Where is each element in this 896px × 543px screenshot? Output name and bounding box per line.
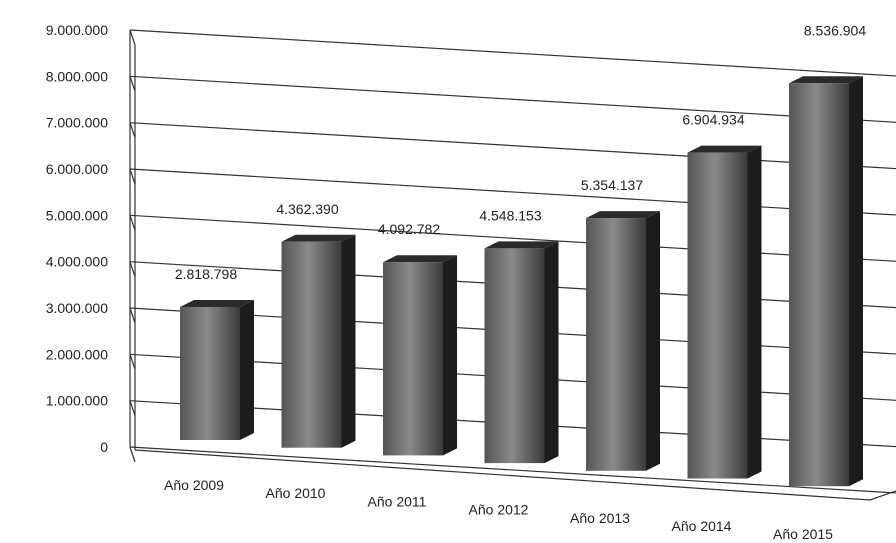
gridline-depth	[129, 215, 136, 231]
data-labels: 2.818.798 4.362.390 4.092.782 4.548.153 5.35…	[175, 22, 866, 282]
gridline-depth	[129, 168, 136, 185]
bar	[180, 299, 254, 440]
data-label: 4.362.390	[276, 201, 338, 217]
data-label: 4.092.782	[378, 221, 440, 237]
y-tick-label: 9.000.000	[46, 22, 108, 38]
bar	[687, 145, 762, 479]
x-axis-line	[134, 449, 896, 501]
data-label: 6.904.934	[682, 112, 744, 128]
gridline-depth	[129, 76, 136, 92]
y-tick-label: 8.000.000	[46, 68, 108, 84]
x-tick-label: Año 2015	[773, 526, 833, 542]
gridline-depth	[129, 446, 136, 463]
data-label: 8.536.904	[804, 22, 866, 38]
x-tick-label: Año 2013	[570, 510, 630, 526]
x-axis: Año 2009 Año 2010 Año 2011 Año 2012 Año 2013…	[164, 477, 833, 542]
x-tick-label: Año 2012	[469, 502, 529, 518]
data-label: 5.354.137	[581, 177, 643, 193]
y-tick-label: 7.000.000	[46, 115, 108, 131]
gridline-depth	[129, 29, 136, 46]
bar	[484, 241, 559, 464]
y-tick-label: 5.000.000	[46, 207, 108, 223]
y-tick-label: 1.000.000	[46, 393, 108, 409]
bar	[281, 234, 356, 448]
gridline	[129, 214, 896, 262]
gridline	[129, 29, 896, 77]
y-axis: 0 1.000.000 2.000.000 3.000.000 4.000.000 5.0…	[46, 22, 896, 501]
bar	[586, 211, 660, 471]
y-axis-wall	[129, 30, 136, 450]
gridline	[129, 168, 896, 216]
gridline-depth	[129, 261, 136, 277]
y-tick-label: 4.000.000	[46, 254, 108, 270]
x-tick-label: Año 2011	[368, 493, 427, 509]
x-tick-label: Año 2010	[266, 485, 326, 501]
gridline-depth	[129, 400, 136, 416]
gridline	[129, 122, 896, 170]
x-tick-label: Año 2009	[164, 477, 224, 493]
x-tick-label: Año 2014	[672, 518, 732, 534]
y-tick-label: 6.000.000	[46, 161, 108, 177]
gridline	[129, 446, 896, 494]
gridline-depth	[129, 122, 136, 138]
gridline	[129, 75, 896, 123]
data-label: 2.818.798	[175, 266, 237, 282]
y-tick-label: 0	[100, 439, 108, 455]
bar	[789, 76, 863, 487]
bar	[383, 255, 457, 456]
y-tick-label: 3.000.000	[46, 300, 108, 316]
gridline-depth	[129, 354, 136, 370]
y-tick-label: 2.000.000	[46, 346, 108, 362]
bars	[180, 76, 863, 487]
data-label: 4.548.153	[479, 207, 541, 223]
gridline-depth	[129, 307, 136, 324]
